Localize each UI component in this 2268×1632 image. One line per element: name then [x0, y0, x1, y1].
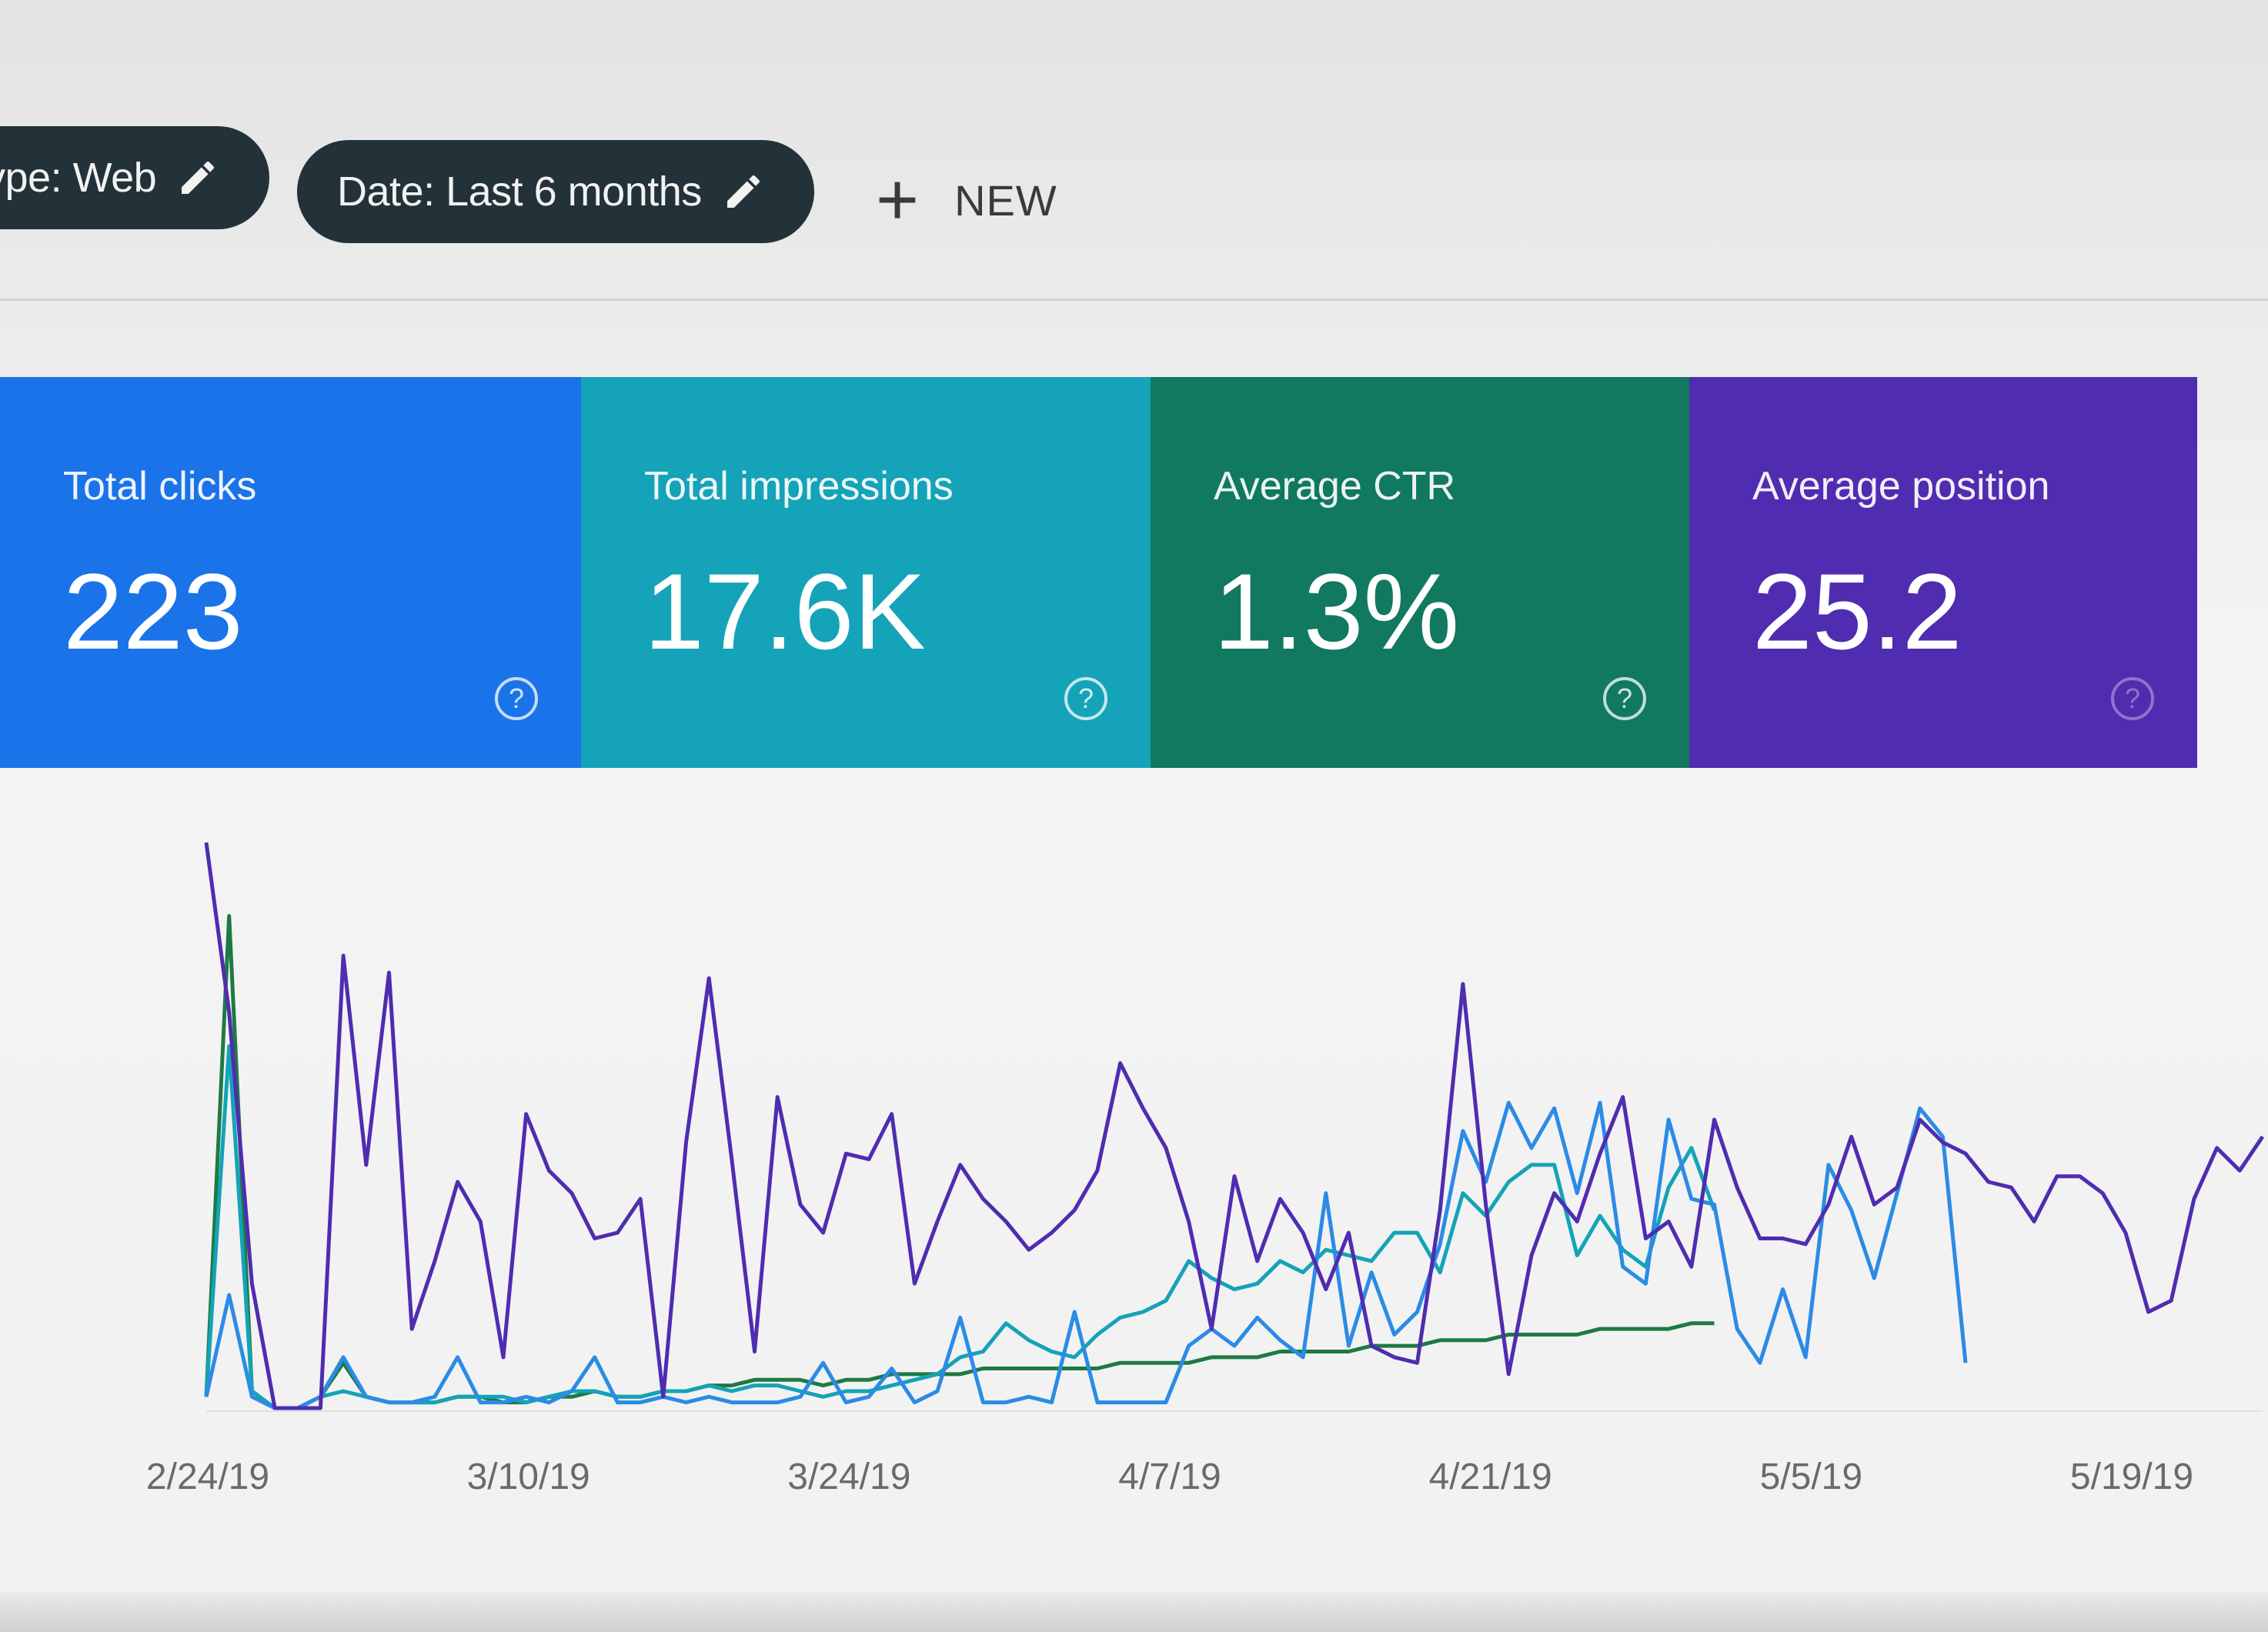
series-line-1 — [204, 1100, 1968, 1410]
help-circle-icon[interactable]: ? — [495, 677, 538, 720]
x-tick-label: 2/24/19 — [146, 1457, 269, 1497]
card-value: 1.3% — [1214, 551, 1460, 672]
performance-chart: 2/24/19 3/10/19 3/24/19 4/7/19 4/21/19 5/5/19… — [0, 808, 2268, 1577]
x-tick-label: 4/7/19 — [1118, 1457, 1221, 1497]
date-range-filter-label: Date: Last 6 months — [337, 169, 702, 215]
help-circle-icon[interactable]: ? — [2111, 677, 2154, 720]
filter-divider — [0, 299, 2268, 301]
total-impressions-card[interactable]: Total impressions 17.6K ? — [581, 377, 1151, 768]
series-line-2 — [204, 1044, 1716, 1410]
card-title: Average position — [1752, 464, 2050, 509]
average-ctr-card[interactable]: Average CTR 1.3% ? — [1151, 377, 1689, 768]
new-filter-label: NEW — [954, 175, 1057, 225]
performance-chart-svg: 2/24/19 3/10/19 3/24/19 4/7/19 4/21/19 5/5/19… — [146, 842, 2265, 1497]
filter-bar: ype: Web Date: Last 6 months + NEW — [0, 115, 2268, 300]
date-range-filter-chip[interactable]: Date: Last 6 months — [297, 140, 814, 243]
help-circle-icon[interactable]: ? — [1064, 677, 1107, 720]
card-title: Average CTR — [1214, 464, 1456, 509]
search-type-filter-chip[interactable]: ype: Web — [0, 126, 269, 229]
card-title: Total impressions — [644, 464, 954, 509]
edit-pencil-icon[interactable] — [722, 170, 765, 213]
card-value: 223 — [63, 551, 243, 672]
plus-icon: + — [876, 159, 920, 241]
x-tick-label: 3/24/19 — [787, 1457, 910, 1497]
series-line-0 — [204, 842, 2265, 1410]
card-value: 17.6K — [644, 551, 926, 672]
x-tick-label: 5/19/19 — [2070, 1457, 2193, 1497]
x-tick-label: 3/10/19 — [467, 1457, 590, 1497]
series-line-3 — [204, 914, 1715, 1410]
edit-pencil-icon[interactable] — [176, 156, 219, 199]
x-tick-label: 5/5/19 — [1760, 1457, 1862, 1497]
metric-cards: Total clicks 223 ? Total impressions 17.… — [0, 377, 2268, 777]
x-tick-label: 4/21/19 — [1429, 1457, 1552, 1497]
total-clicks-card[interactable]: Total clicks 223 ? — [0, 377, 581, 768]
card-title: Total clicks — [63, 464, 257, 509]
help-circle-icon[interactable]: ? — [1603, 677, 1646, 720]
screen-bottom-edge — [0, 1593, 2268, 1632]
card-value: 25.2 — [1752, 551, 1962, 672]
search-type-filter-label: ype: Web — [0, 155, 157, 201]
average-position-card[interactable]: Average position 25.2 ? — [1689, 377, 2197, 768]
new-filter-button[interactable]: + NEW — [876, 162, 1057, 239]
